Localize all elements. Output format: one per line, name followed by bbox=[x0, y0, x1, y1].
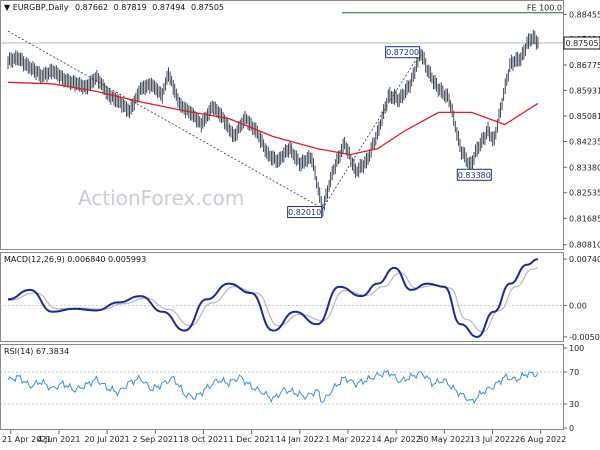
x-tick-label: 14 Apr 2022 bbox=[371, 435, 420, 444]
price-y-tick-label: 0.85931 bbox=[569, 86, 600, 95]
rsi-y-tick-label: 0 bbox=[569, 424, 574, 433]
watermark: ActionForex.com bbox=[78, 186, 244, 210]
ohlc-close: 0.87505 bbox=[191, 3, 224, 12]
current-price-tag bbox=[563, 36, 600, 50]
price-layer: 0.884550.876300.867750.859310.850810.842… bbox=[0, 4, 600, 250]
rsi-panel bbox=[0, 344, 564, 430]
x-tick-label: 14 Jan 2022 bbox=[276, 435, 324, 444]
x-tick-label: 20 Jul 2021 bbox=[84, 435, 129, 444]
x-tick-label: 18 Oct 2021 bbox=[179, 435, 228, 444]
svg-text:▼ EURGBP,Daily 0.87662: ▼ EURGBP,Daily 0.87662 0.87819 0.87494 0… bbox=[4, 3, 224, 12]
macd-y-tick-label: 0.00 bbox=[569, 302, 587, 311]
x-tick-label: 21 Apr 2021 bbox=[2, 435, 51, 444]
title-arrow-icon: ▼ bbox=[4, 3, 13, 12]
price-annotation-box bbox=[456, 168, 492, 181]
rsi-layer: 100 70 30 0 bbox=[0, 344, 584, 433]
price-annotation-label: 0.83380 bbox=[458, 171, 491, 180]
macd-y-tick-label: 0.007405 bbox=[569, 255, 600, 264]
price-y-tick-label: 0.85081 bbox=[569, 112, 600, 121]
price-y-tick-label: 0.82535 bbox=[569, 189, 600, 198]
macd-label: MACD(12,26,9) 0.006840 0.005993 bbox=[4, 255, 146, 264]
price-annotation-label: 0.87200 bbox=[386, 48, 419, 57]
price-annotation-box bbox=[385, 46, 421, 59]
ohlc-high: 0.87819 bbox=[114, 3, 147, 12]
rsi-y-tick-label: 100 bbox=[569, 344, 584, 353]
price-annotation-box bbox=[287, 206, 323, 219]
x-tick-label: 26 Aug 2022 bbox=[515, 435, 566, 444]
price-y-tick-label: 0.84235 bbox=[569, 138, 600, 147]
price-title: ▼ EURGBP,Daily 0.87662 0.87819 0.87494 0… bbox=[4, 3, 224, 12]
ohlc-low: 0.87494 bbox=[152, 3, 185, 12]
price-y-tick-label: 0.81685 bbox=[569, 214, 600, 223]
rsi-y-tick-label: 30 bbox=[569, 400, 579, 409]
price-y-tick-label: 0.88455 bbox=[569, 10, 600, 19]
x-tick-label: 1 Mar 2022 bbox=[325, 435, 371, 444]
macd-signal-line bbox=[7, 267, 538, 333]
x-tick-label: 4 Jun 2021 bbox=[37, 435, 80, 444]
symbol-label: EURGBP,Daily bbox=[13, 3, 69, 12]
macd-line bbox=[7, 258, 539, 338]
x-tick-label: 2 Sep 2021 bbox=[132, 435, 178, 444]
price-y-tick-label: 0.83380 bbox=[569, 163, 600, 172]
fib-level-label: FE 100.0 bbox=[527, 4, 562, 13]
rsi-line bbox=[7, 369, 539, 405]
x-tick-label: 30 May 2022 bbox=[418, 435, 470, 444]
current-price-label: 0.87505 bbox=[565, 39, 598, 48]
rsi-y-tick-label: 70 bbox=[569, 368, 579, 377]
ohlc-open: 0.87662 bbox=[75, 3, 108, 12]
price-panel bbox=[0, 0, 564, 250]
price-y-tick-label: 0.80810 bbox=[569, 241, 600, 250]
rsi-label: RSI(14) 67.3834 bbox=[4, 347, 69, 356]
x-tick-label: 1 Dec 2021 bbox=[229, 435, 275, 444]
price-y-tick-label: 0.86775 bbox=[569, 61, 600, 70]
macd-panel bbox=[0, 252, 564, 342]
trendline-down bbox=[7, 30, 323, 209]
price-annotation-label: 0.82010 bbox=[288, 208, 321, 217]
trendline-up bbox=[322, 51, 421, 209]
x-tick-label: 13 Jul 2022 bbox=[470, 435, 515, 444]
moving-average-line bbox=[7, 81, 539, 156]
